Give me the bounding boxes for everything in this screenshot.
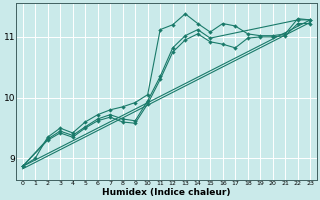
X-axis label: Humidex (Indice chaleur): Humidex (Indice chaleur) xyxy=(102,188,231,197)
